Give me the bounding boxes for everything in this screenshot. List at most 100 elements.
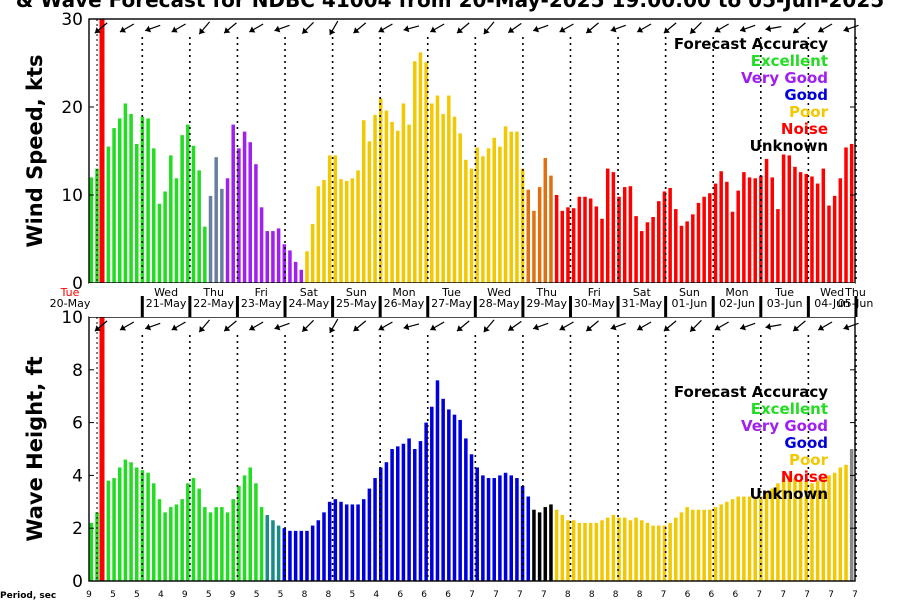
wind-bar [611,172,616,283]
wave-bar [810,483,814,581]
wave-bar [781,478,786,581]
arrow-head [559,324,566,331]
wind-bar [486,148,491,283]
wind-bar [452,116,457,284]
direction-arrow [456,22,470,34]
legend-item: Noise [781,120,828,138]
wind-bar [163,191,167,283]
wave-bar [231,499,235,581]
direction-arrow [792,320,806,332]
wind-bar [282,244,287,283]
wind-bar [526,189,531,283]
legend-item: Excellent [751,400,828,418]
wind-bar [702,196,706,283]
legend-item: Unknown [750,137,828,155]
wind-bar [169,155,173,283]
direction-arrow [429,23,445,33]
direction-arrow [585,320,599,332]
wave-bar [668,522,672,581]
wind-bar [322,180,326,283]
arrow-head [586,27,593,34]
period-value: 5 [349,590,355,600]
wind-bar [668,187,672,283]
legend-title: Forecast Accuracy [674,35,828,53]
day-name: Tue [774,286,794,299]
wave-bar [316,520,321,581]
arrow-head [430,26,437,33]
wind-bar [804,173,809,283]
wind-bar [515,131,519,283]
wind-bar [441,114,445,283]
wave-bar [832,472,837,581]
wave-bar [452,414,457,581]
arrow-head [378,324,385,331]
period-value: 7 [852,590,858,600]
wind-bar [532,210,536,283]
wave-bar [742,496,746,581]
day-name: Wed [487,286,511,299]
wave-bar [350,504,355,581]
wind-bar [134,143,139,283]
period-value: 5 [134,590,140,600]
wave-bar [197,488,201,581]
wind-bar [333,155,338,283]
wind-bar [770,177,775,283]
period-value: 8 [565,590,571,600]
wave-bar [469,454,474,581]
wave-bar [271,520,275,581]
period-value: 6 [445,590,451,600]
day-date: 29-May [526,297,567,310]
arrow-head [663,27,670,34]
wind-bar [639,231,644,283]
wave-bar [424,422,428,581]
wave-bar [254,483,258,581]
wind-bar [378,98,383,283]
wind-bar [832,195,837,283]
wind-bar [628,186,633,283]
direction-arrow [329,318,339,334]
wave-bar [305,530,309,581]
wave-bar [736,496,740,581]
arrow-head [199,28,206,35]
wave-bar [430,406,434,581]
y-tick-label: 30 [61,10,83,30]
period-value: 7 [780,590,786,600]
wave-bar [282,528,287,581]
wave-bar [588,522,593,581]
wave-bar [713,507,718,581]
period-row: Period, sec 9 5 5 4 9 5 9 5 5 8 8 5 4 6 6 6 7 7 7 7 8 8 8 8 7 6 6 6 7… [0,590,858,600]
direction-arrow [378,321,393,331]
wind-bar [810,176,814,283]
direction-arrow [456,320,470,332]
wind-bar [503,126,508,283]
wave-bar [532,509,536,581]
wind-bar [781,154,786,283]
direction-arrow [403,25,420,33]
arrow-head [224,325,231,332]
wind-bar [838,178,843,283]
arrow-head [843,25,850,33]
day-name: Sun [679,286,700,299]
wind-bar [117,118,122,283]
wave-bar [628,520,633,581]
wind-bar [231,124,235,283]
wind-bar [430,103,434,283]
wave-bar [537,512,542,581]
wind-bar [475,147,479,283]
period-value: 6 [685,590,691,600]
day-date: 20-May [50,297,91,310]
wave-bar [140,470,145,581]
arrow-head [533,25,540,33]
wave-bar [725,501,729,581]
wave-bar [685,507,689,581]
direction-arrow [507,22,522,34]
wave-bar [639,520,644,581]
direction-arrow [329,20,339,36]
arrow-head [94,27,101,34]
legend-item: Very Good [741,69,828,87]
legend-item: Poor [789,451,829,469]
wind-bar [186,124,190,283]
y-tick-label: 0 [72,572,83,592]
wave-bar [838,467,843,581]
day-date: 21-May [146,297,187,310]
